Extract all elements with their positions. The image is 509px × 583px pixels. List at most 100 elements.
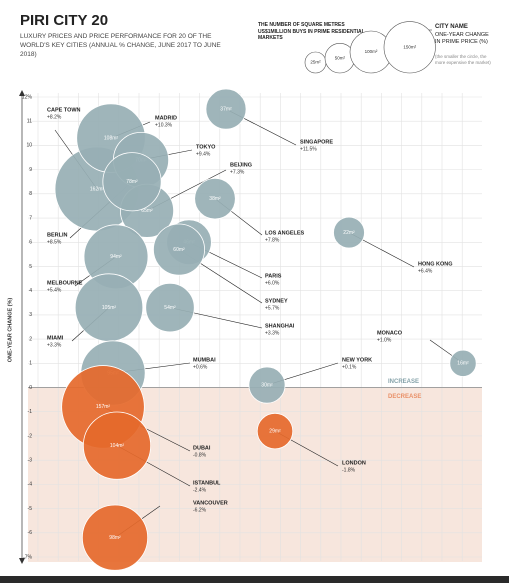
- y-tick-label: -7%: [23, 554, 32, 560]
- y-tick-label: 12%: [22, 94, 33, 100]
- footer-band: [0, 576, 509, 583]
- y-tick-label: 11: [27, 119, 32, 125]
- bubble-label: 16m²: [457, 361, 469, 367]
- city-change: +10.3%: [155, 122, 173, 128]
- city-change: +8.2%: [47, 114, 62, 120]
- labels-layer: 12%11109876543210-1-2-3-4-5-6-7%INCREASE…: [22, 44, 453, 560]
- city-change: -2.4%: [193, 487, 207, 493]
- bubble: [194, 177, 236, 220]
- bubble-label: 65m²: [141, 208, 153, 214]
- city-name: MIAMI: [47, 335, 64, 341]
- y-tick-label: 6: [29, 240, 32, 246]
- bubble-label: 98m²: [109, 535, 121, 541]
- y-tick-label: 0: [29, 385, 32, 391]
- bubble-label: 105m²: [102, 305, 117, 311]
- city-name: MONACO: [377, 330, 403, 336]
- bubble: [256, 412, 294, 450]
- city-change: -1.8%: [342, 467, 356, 473]
- city-name: TOKYO: [196, 144, 216, 150]
- bubble-label: 54m²: [164, 305, 176, 311]
- y-tick-label: -1: [28, 409, 33, 415]
- bubble: [205, 88, 247, 130]
- increase-label: INCREASE: [388, 379, 419, 385]
- city-name: MELBOURNE: [47, 280, 83, 286]
- y-tick-label: -6: [28, 530, 33, 536]
- bubble-label: 157m²: [96, 404, 111, 410]
- bubble-label: 38m²: [209, 196, 221, 202]
- city-name: MUMBAI: [193, 357, 216, 363]
- legend-bubble-label: 25m²: [310, 60, 321, 65]
- bubble: [248, 366, 286, 404]
- bubble-label: 30m²: [261, 382, 273, 388]
- bubble: [333, 216, 365, 249]
- legend-bubble-label: 150m²: [403, 44, 416, 49]
- size-legend-title: THE NUMBER OF SQUARE METRES US$1MILLION …: [258, 22, 365, 41]
- city-change: -6.2%: [193, 507, 207, 513]
- city-name: ISTANBUL: [193, 480, 221, 486]
- legend-bubble-label: 100m²: [365, 49, 378, 54]
- y-tick-label: -5: [28, 506, 33, 512]
- city-change: +3.3%: [265, 330, 280, 336]
- subtitle: LUXURY PRICES AND PRICE PERFORMANCE FOR …: [20, 33, 221, 58]
- bubble-label: 108m²: [104, 135, 119, 141]
- y-tick-label: 3: [29, 312, 32, 318]
- y-tick-label: -4: [28, 482, 33, 488]
- decrease-label: DECREASE: [388, 394, 421, 400]
- city-change: +0.1%: [342, 364, 357, 370]
- y-tick-label: 1: [29, 361, 32, 367]
- city-change: +5.7%: [265, 305, 280, 311]
- bubble-label: 94m²: [110, 254, 122, 260]
- bubbles-layer: 162m²108m²70m²65m²37m²78m²38m²22m²94m²46…: [54, 21, 477, 571]
- city-name: SHANGHAI: [265, 323, 295, 329]
- bubble: [82, 411, 152, 480]
- y-tick-label: 4: [29, 288, 32, 294]
- bubble-label: 162m²: [90, 186, 105, 192]
- city-change: +7.3%: [230, 169, 245, 175]
- city-name: SYDNEY: [265, 298, 288, 304]
- city-name: LOS ANGELES: [265, 230, 305, 236]
- legend-bubble-label: 50m²: [335, 55, 346, 60]
- city-change: +1.0%: [377, 337, 392, 343]
- bubble-label: 22m²: [343, 230, 355, 236]
- key-name: CITY NAME: [435, 24, 468, 30]
- bubble-label: 37m²: [220, 106, 232, 112]
- bubble-label: 29m²: [269, 428, 281, 434]
- y-tick-label: 5: [29, 264, 32, 270]
- key-note: (the smaller the circle, the more expens…: [435, 54, 491, 65]
- city-name: VANCOUVER: [193, 500, 228, 506]
- y-tick-label: 9: [29, 167, 32, 173]
- city-change: -0.8%: [193, 452, 207, 458]
- y-tick-label: -2: [28, 433, 33, 439]
- city-change: +8.5%: [47, 239, 62, 245]
- city-name: BEIJING: [230, 162, 252, 168]
- legend-bubble: [383, 21, 436, 74]
- bubble: [449, 349, 477, 377]
- bubble: [102, 152, 162, 212]
- city-change: +3.3%: [47, 342, 62, 348]
- bubble-label: 78m²: [126, 179, 138, 185]
- y-tick-label: 8: [29, 191, 32, 197]
- city-name: BERLIN: [47, 232, 68, 238]
- bubble: [145, 282, 195, 333]
- city-name: LONDON: [342, 460, 366, 466]
- city-name: NEW YORK: [342, 357, 372, 363]
- key-change: ONE-YEAR CHANGE IN PRIME PRICE (%): [435, 32, 489, 45]
- city-name: DUBAI: [193, 445, 211, 451]
- city-name: PARIS: [265, 273, 282, 279]
- city-change: +9.4%: [196, 151, 211, 157]
- bubble: [81, 504, 149, 571]
- city-name: MADRID: [155, 115, 177, 121]
- city-change: +6.0%: [265, 280, 280, 286]
- bubble-label: 60m²: [173, 247, 185, 253]
- y-tick-label: 7: [29, 215, 32, 221]
- y-tick-label: 2: [29, 336, 32, 342]
- city-name: SINGAPORE: [300, 139, 333, 145]
- city-name: CAPE TOWN: [47, 107, 81, 113]
- y-tick-label: -3: [28, 457, 33, 463]
- city-name: HONG KONG: [418, 261, 453, 267]
- city-change: +6.4%: [418, 268, 433, 274]
- city-change: +11.5%: [300, 146, 317, 152]
- bubble-label: 104m²: [110, 443, 125, 449]
